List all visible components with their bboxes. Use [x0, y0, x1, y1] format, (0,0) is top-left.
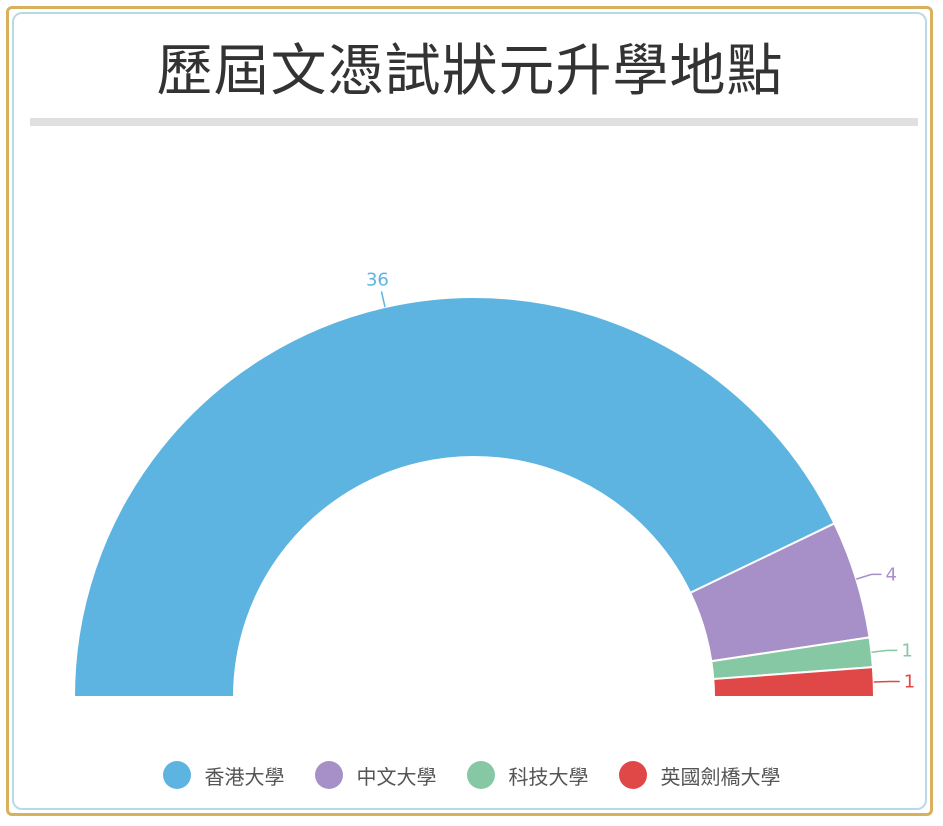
legend-label-1: 中文大學 — [356, 764, 437, 789]
legend-item-1[interactable]: 中文大學 — [314, 761, 437, 790]
legend-swatch-1 — [314, 761, 343, 789]
legend-swatch-0 — [162, 761, 191, 789]
data-label-3: 1 — [904, 671, 915, 692]
label-connector-3 — [873, 680, 900, 683]
slice-3 — [712, 666, 876, 698]
title-divider — [30, 118, 918, 126]
legend-label-3: 英國劍橋大學 — [660, 764, 781, 789]
data-label-2: 1 — [901, 640, 912, 661]
label-connector-2 — [871, 649, 898, 653]
legend-item-2[interactable]: 科技大學 — [466, 761, 589, 790]
data-label-1: 4 — [886, 564, 897, 585]
data-label-0: 36 — [366, 269, 389, 290]
chart-legend: 香港大學 中文大學 科技大學 英國劍橋大學 — [0, 755, 943, 795]
label-connector-0 — [380, 291, 386, 308]
label-connector-1 — [856, 573, 882, 580]
legend-item-0[interactable]: 香港大學 — [162, 761, 285, 790]
legend-item-3[interactable]: 英國劍橋大學 — [618, 761, 781, 790]
legend-swatch-3 — [618, 761, 647, 789]
legend-swatch-2 — [466, 761, 495, 789]
legend-label-0: 香港大學 — [204, 764, 285, 789]
legend-label-2: 科技大學 — [508, 764, 589, 789]
slice-0 — [72, 296, 836, 698]
chart-title: 歷屆文憑試狀元升學地點 — [156, 39, 784, 104]
